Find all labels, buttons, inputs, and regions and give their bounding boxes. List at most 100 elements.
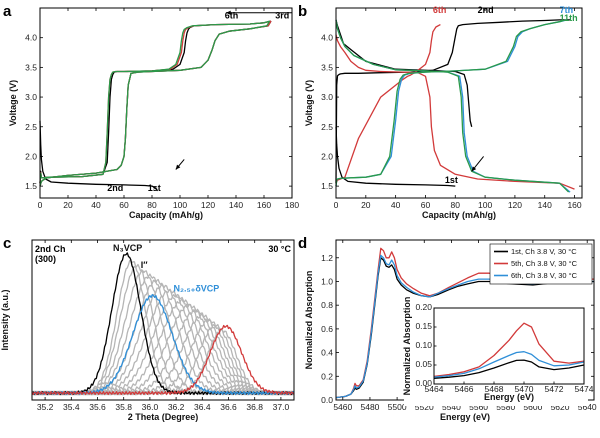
x-tick-label: 40 (91, 200, 101, 210)
x-tick-label: 0 (38, 200, 43, 210)
x-tick-label: 120 (201, 200, 215, 210)
x-tick-label: 5520 (415, 402, 434, 412)
x-tick-label: 5640 (578, 402, 597, 412)
y-tick-label: 3.0 (321, 92, 333, 102)
x-axis-label: Capacity (mAh/g) (422, 210, 496, 220)
panel-d: d 5460 5480 5500 5520 5540 5560 5580 5600 5620 564… (298, 235, 597, 422)
x-tick-label: 100 (478, 200, 492, 210)
series-line (39, 20, 272, 187)
cycle-annotation: 7th (560, 5, 574, 15)
x-tick-label: 140 (229, 200, 243, 210)
x-tick-label: 5560 (469, 402, 488, 412)
x-tick-label: 5600 (523, 402, 542, 412)
x-tick-label: 120 (508, 200, 522, 210)
plot-frame (335, 7, 583, 199)
peak-black-line (31, 252, 295, 396)
y-axis-label: Voltage (V) (304, 80, 314, 126)
x-tick-label: 180 (285, 200, 299, 210)
series-line (335, 126, 456, 187)
arrow-head (175, 164, 181, 170)
x-tick-label: 60 (119, 200, 129, 210)
x-tick-label: 35.2 (37, 402, 54, 412)
inset-x-tick-label: 5468 (485, 384, 504, 394)
x-tick-label: 60 (421, 200, 431, 210)
cycle-annotation: 1st (148, 183, 161, 193)
y-tick-label: 1.0 (321, 276, 333, 286)
y-axis-label: Normalized Absorption (304, 271, 314, 370)
legend-label: 5th, Ch 3.8 V, 30 °C (511, 259, 578, 268)
series-line (335, 19, 568, 187)
y-axis-label: Intensity (a.u.) (0, 289, 10, 350)
x-tick-label: 160 (257, 200, 271, 210)
x-tick-label: 5500 (388, 402, 407, 412)
reflection-label: (300) (35, 254, 56, 264)
y-tick-label: 2.5 (321, 122, 333, 132)
peak-red-line (31, 324, 295, 396)
y-tick-label: 0.0 (321, 395, 333, 405)
series-line (335, 19, 566, 187)
x-tick-label: 5480 (360, 402, 379, 412)
y-tick-label: 0.8 (321, 300, 333, 310)
peak-blue-line (31, 293, 295, 396)
y-tick-label: 2.0 (25, 151, 37, 161)
x-tick-label: 20 (361, 200, 371, 210)
x-axis-label: Energy (eV) (440, 412, 490, 422)
phase-label: N₂.₅₊δVCP (173, 283, 219, 293)
inset-x-axis-label: Energy (eV) (484, 392, 534, 402)
inset-x-tick-label: 5470 (515, 384, 534, 394)
cycle-annotation: 2nd (478, 5, 494, 15)
x-tick-label: 20 (63, 200, 73, 210)
x-tick-label: 37.0 (273, 402, 290, 412)
y-tick-label: 0.2 (321, 371, 333, 381)
x-tick-label: 35.6 (89, 402, 106, 412)
y-tick-label: 4.0 (321, 33, 333, 43)
x-tick-label: 160 (567, 200, 581, 210)
panel-label: a (3, 3, 12, 20)
x-tick-label: 0 (334, 200, 339, 210)
legend-label: 1st, Ch 3.8 V, 30 °C (511, 247, 577, 256)
x-axis-label: 2 Theta (Degree) (128, 412, 199, 422)
cycle-annotation: 6th (433, 5, 447, 15)
inset-x-tick-label: 5474 (575, 384, 594, 394)
x-tick-label: 36.0 (142, 402, 159, 412)
intermediate-scan-line (31, 273, 295, 396)
inset-y-tick-label: 0.05 (415, 359, 432, 369)
series-line (335, 24, 441, 184)
x-tick-label: 100 (173, 200, 187, 210)
inset-series-line (433, 359, 585, 379)
series-line (39, 20, 270, 184)
series-line (39, 20, 272, 184)
panel-c: c 35.2 35.4 35.6 35.8 36.0 36.2 36.4 36.6 36.8 37.… (0, 235, 295, 422)
x-tick-label: 5580 (496, 402, 515, 412)
y-tick-label: 1.2 (321, 253, 333, 263)
inset-chart: 5464 5466 5468 5470 5472 5474 0.00 0.05 0.10 0.15… (402, 297, 594, 406)
inset-y-tick-label: 0.20 (415, 302, 432, 312)
temperature-label: 30 °C (268, 244, 291, 254)
inset-y-axis-label: Normalized Absorption (402, 297, 412, 396)
x-tick-label: 36.4 (194, 402, 211, 412)
series-line (39, 120, 159, 192)
legend-label: 6th, Ch 3.8 V, 30 °C (511, 271, 578, 280)
cycle-annotation: 1st (445, 175, 458, 185)
y-tick-label: 3.5 (321, 62, 333, 72)
series-line (335, 19, 571, 184)
phase-label: I″ (141, 260, 149, 270)
inset-x-tick-label: 5472 (545, 384, 564, 394)
y-tick-label: 2.0 (321, 151, 333, 161)
inset-x-tick-label: 5466 (455, 384, 474, 394)
x-tick-label: 140 (538, 200, 552, 210)
series-line (39, 20, 272, 187)
x-tick-label: 35.8 (115, 402, 132, 412)
inset-y-tick-label: 0.00 (415, 378, 432, 388)
x-tick-label: 36.8 (246, 402, 263, 412)
inset-y-tick-label: 0.15 (415, 321, 432, 331)
y-tick-label: 4.0 (25, 33, 37, 43)
panel-label: d (298, 235, 307, 252)
y-axis-label: Voltage (V) (8, 80, 18, 126)
panel-label: c (3, 235, 11, 252)
arrow-head (471, 166, 477, 172)
charge-label: 2nd Ch (35, 244, 66, 254)
series-line (335, 34, 575, 190)
x-axis-label: Capacity (mAh/g) (129, 210, 203, 220)
